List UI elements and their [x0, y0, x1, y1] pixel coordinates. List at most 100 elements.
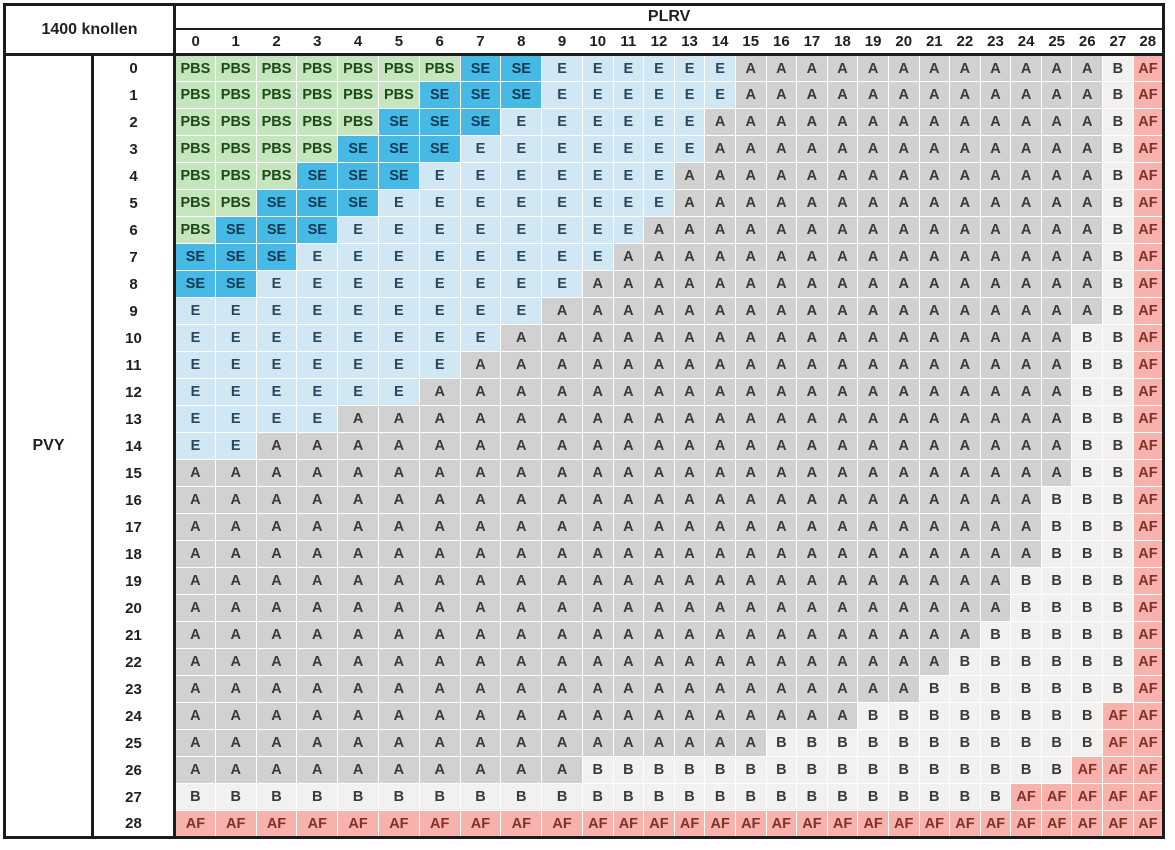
grid-cell-a: A	[979, 189, 1012, 217]
grid-cell-a: A	[857, 594, 889, 622]
grid-cell-a: A	[887, 378, 920, 406]
grid-cell-a: A	[918, 405, 951, 433]
grid-cell-b: B	[1102, 648, 1134, 676]
grid-cell-a: A	[857, 189, 889, 217]
grid-cell-a: A	[255, 621, 298, 649]
grid-cell-af: AF	[857, 810, 889, 838]
grid-cell-a: A	[1040, 324, 1073, 352]
grid-cell-a: A	[857, 405, 889, 433]
grid-cell-a: A	[826, 324, 859, 352]
grid-cell-b: B	[918, 675, 951, 703]
grid-cell-a: A	[796, 189, 828, 217]
grid-cell-a: A	[918, 378, 951, 406]
grid-cell-b: B	[1071, 324, 1104, 352]
grid-cell-a: A	[1010, 270, 1042, 298]
grid-cell-af: AF	[1102, 756, 1134, 784]
grid-cell-se: SE	[337, 135, 379, 163]
grid-cell-pbs: PBS	[337, 108, 379, 136]
grid-cell-a: A	[500, 405, 543, 433]
grid-cell-af: AF	[1132, 81, 1165, 109]
grid-cell-b: B	[1010, 675, 1042, 703]
table-row: 20 A A A A A A A A A A A A A A A A A A A A A A A A B B B B AF	[5, 594, 1165, 622]
row-header-tick: 22	[92, 648, 176, 676]
row-header-tick: 7	[92, 243, 176, 271]
grid-cell-a: A	[673, 297, 706, 325]
grid-cell-af: AF	[1132, 783, 1165, 811]
grid-cell-a: A	[704, 567, 736, 595]
grid-cell-b: B	[857, 783, 889, 811]
grid-cell-b: B	[765, 783, 798, 811]
grid-cell-a: A	[337, 432, 379, 460]
grid-cell-b: B	[643, 783, 675, 811]
grid-cell-b: B	[1102, 54, 1134, 82]
grid-cell-a: A	[643, 729, 675, 757]
table-row: 5 PBS PBS SE SE SE E E E E E E E E A A A A A A A A A A A A A A B AF	[5, 189, 1165, 217]
grid-cell-a: A	[887, 81, 920, 109]
grid-cell-b: B	[1071, 702, 1104, 730]
grid-cell-b: B	[1102, 216, 1134, 244]
grid-cell-a: A	[734, 567, 767, 595]
grid-cell-a: A	[796, 297, 828, 325]
grid-cell-a: A	[214, 594, 257, 622]
grid-cell-a: A	[296, 459, 339, 487]
grid-cell-b: B	[704, 756, 736, 784]
grid-cell-af: AF	[1132, 756, 1165, 784]
grid-cell-pbs: PBS	[214, 135, 257, 163]
grid-cell-a: A	[174, 675, 216, 703]
col-header-tick: 27	[1102, 28, 1134, 56]
grid-cell-b: B	[918, 702, 951, 730]
grid-cell-a: A	[673, 567, 706, 595]
grid-cell-b: B	[1040, 756, 1073, 784]
grid-cell-a: A	[857, 540, 889, 568]
grid-cell-a: A	[296, 729, 339, 757]
grid-cell-af: AF	[1132, 351, 1165, 379]
grid-cell-a: A	[673, 540, 706, 568]
grid-cell-a: A	[765, 513, 798, 541]
grid-cell-a: A	[979, 324, 1012, 352]
grid-cell-af: AF	[949, 810, 981, 838]
grid-cell-a: A	[377, 621, 420, 649]
grid-cell-af: AF	[1071, 810, 1104, 838]
grid-cell-a: A	[673, 405, 706, 433]
grid-cell-a: A	[612, 540, 645, 568]
grid-cell-a: A	[826, 81, 859, 109]
grid-cell-b: B	[918, 783, 951, 811]
grid-cell-a: A	[918, 459, 951, 487]
grid-cell-af: AF	[1132, 297, 1165, 325]
grid-cell-se: SE	[377, 108, 420, 136]
grid-cell-a: A	[255, 675, 298, 703]
grid-cell-a: A	[734, 378, 767, 406]
grid-cell-a: A	[418, 756, 461, 784]
grid-cell-e: E	[174, 297, 216, 325]
grid-cell-e: E	[255, 351, 298, 379]
grid-cell-a: A	[500, 351, 543, 379]
grid-cell-b: B	[1071, 513, 1104, 541]
grid-cell-a: A	[704, 297, 736, 325]
grid-cell-a: A	[377, 675, 420, 703]
col-header-tick: 17	[796, 28, 828, 56]
grid-cell-b: B	[979, 729, 1012, 757]
grid-cell-a: A	[826, 54, 859, 82]
grid-cell-e: E	[581, 162, 614, 190]
grid-cell-a: A	[796, 351, 828, 379]
sample-size-label: 1400 knollen	[3, 3, 176, 56]
grid-cell-a: A	[857, 459, 889, 487]
grid-cell-b: B	[826, 783, 859, 811]
grid-cell-a: A	[1040, 243, 1073, 271]
grid-cell-af: AF	[1132, 810, 1165, 838]
grid-cell-e: E	[612, 81, 645, 109]
grid-cell-af: AF	[765, 810, 798, 838]
grid-cell-a: A	[500, 567, 543, 595]
grid-cell-e: E	[459, 189, 502, 217]
grid-cell-e: E	[581, 243, 614, 271]
grid-cell-a: A	[673, 675, 706, 703]
grid-cell-a: A	[765, 243, 798, 271]
grid-cell-a: A	[643, 648, 675, 676]
grid-cell-a: A	[459, 702, 502, 730]
grid-cell-a: A	[1010, 540, 1042, 568]
grid-cell-a: A	[377, 513, 420, 541]
grid-cell-a: A	[174, 621, 216, 649]
grid-cell-a: A	[459, 432, 502, 460]
grid-cell-af: AF	[1132, 324, 1165, 352]
grid-cell-b: B	[1010, 648, 1042, 676]
